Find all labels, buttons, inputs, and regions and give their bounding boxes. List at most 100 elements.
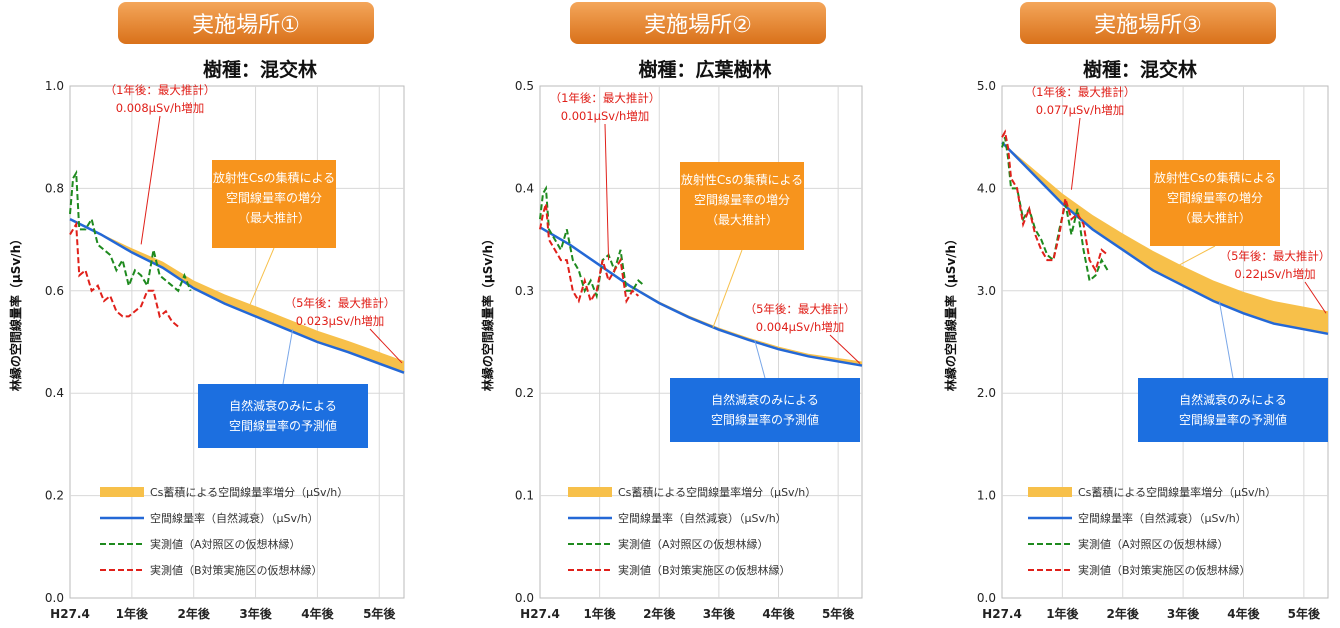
legend-label: 実測値（B対策実施区の仮想林縁） (618, 563, 791, 577)
band-callout-line: 放射性Csの集積による (213, 170, 335, 185)
legend-label: Cs蓄積による空間線量率増分（μSv/h） (150, 485, 348, 499)
band-box-leader (712, 249, 743, 328)
decay-callout-line: 自然減衰のみによる (711, 392, 819, 407)
legend-label: 実測値（A対照区の仮想林縁） (150, 537, 301, 551)
y-tick-label: 0.2 (45, 489, 64, 503)
y-tick-label: 0.0 (515, 591, 534, 605)
decay-callout-box (1138, 378, 1328, 442)
annotation-5yr-leader (369, 328, 403, 364)
x-tick-label: 1年後 (1046, 606, 1079, 621)
annotation-1yr-value: 0.001μSv/h増加 (561, 109, 650, 123)
x-tick-label: 4年後 (762, 606, 795, 621)
panel-site-2: 実施場所② 樹種：広葉樹林 0.0 0.1 0.2 0.3 0.4 0.5 H27.4 1年後 2年… (480, 2, 863, 621)
series-line-measured-a (69, 169, 192, 293)
panel-site-1: 実施場所① 樹種：混交林 0.0 0.2 0.4 0.6 0.8 1.0 H27.4 1年後 2年後… (8, 2, 405, 621)
site-banner-label: 実施場所② (644, 13, 752, 38)
legend-label: Cs蓄積による空間線量率増分（μSv/h） (1078, 485, 1276, 499)
legend-swatch-band (100, 487, 144, 497)
legend-label: 空間線量率（自然減衰）（μSv/h） (1078, 511, 1247, 525)
annotation-1yr-value: 0.008μSv/h増加 (116, 101, 205, 115)
annotation-5yr-value: 0.004μSv/h増加 (756, 320, 845, 334)
band-callout-line: 空間線量率の増分 (226, 190, 322, 205)
annotation-1yr-leader (604, 123, 610, 261)
annotation-5yr-leader (829, 334, 861, 364)
y-tick-label: 0.3 (515, 284, 534, 298)
decay-box-leader (754, 339, 766, 379)
y-tick-label: 0.0 (45, 591, 64, 605)
legend-label: 空間線量率（自然減衰）（μSv/h） (150, 511, 319, 525)
decay-callout-line: 空間線量率の予測値 (711, 412, 819, 427)
x-tick-label: H27.4 (982, 607, 1022, 621)
y-tick-label: 4.0 (977, 181, 996, 195)
x-tick-label: 2年後 (643, 606, 676, 621)
series-line-natural-decay (1001, 141, 1329, 336)
legend-label: 実測値（A対照区の仮想林縁） (1078, 537, 1229, 551)
y-tick-label: 0.2 (515, 386, 534, 400)
band-callout-box (680, 162, 804, 250)
x-tick-label: 5年後 (363, 606, 396, 621)
x-tick-label: 3年後 (1167, 606, 1200, 621)
decay-box-leader (1218, 300, 1234, 379)
annotation-1yr-leader (1070, 117, 1081, 190)
x-tick-label: 4年後 (1227, 606, 1260, 621)
x-tick-label: 2年後 (1107, 606, 1140, 621)
y-tick-label: 0.1 (515, 489, 534, 503)
series-line-measured-a (539, 185, 646, 300)
annotation-5yr-title: （5年後：最大推計） (745, 302, 856, 316)
y-tick-label: 0.6 (45, 284, 64, 298)
series-line-natural-decay (539, 226, 863, 367)
y-tick-label: 0.4 (515, 181, 534, 195)
annotation-1yr-title: （1年後：最大推計） (550, 91, 661, 105)
annotation-1yr-title: （1年後：最大推計） (1025, 85, 1136, 99)
y-tick-label: 0.0 (977, 591, 996, 605)
panel-site-3: 実施場所③ 樹種：混交林 0.0 1.0 2.0 3.0 4.0 5.0 H27.4 1年後 2年後… (943, 2, 1330, 621)
legend-label: 実測値（A対照区の仮想林縁） (618, 537, 769, 551)
annotation-5yr-title: （5年後：最大推計） (1220, 249, 1331, 263)
y-tick-label: 0.5 (515, 79, 534, 93)
legend-label: Cs蓄積による空間線量率増分（μSv/h） (618, 485, 816, 499)
y-tick-label: 3.0 (977, 284, 996, 298)
chart-title: 樹種：混交林 (1083, 58, 1197, 81)
y-tick-label: 1.0 (977, 489, 996, 503)
band-callout-line: （最大推計） (706, 212, 778, 227)
y-tick-label: 0.4 (45, 386, 64, 400)
y-axis-label: 林縁の空間線量率（μSv/h） (8, 233, 23, 391)
chart-title: 樹種：混交林 (203, 58, 317, 81)
annotation-5yr-value: 0.023μSv/h増加 (296, 314, 385, 328)
decay-callout-line: 自然減衰のみによる (229, 398, 337, 413)
legend-label: 実測値（B対策実施区の仮想林縁） (150, 563, 323, 577)
x-tick-label: 1年後 (583, 606, 616, 621)
x-tick-label: 4年後 (301, 606, 334, 621)
series-line-measured-b (539, 203, 640, 305)
band-callout-line: （最大推計） (1179, 210, 1251, 225)
x-tick-label: 2年後 (178, 606, 211, 621)
site-banner-label: 実施場所③ (1094, 13, 1202, 38)
annotation-5yr-leader (1304, 281, 1327, 314)
y-tick-label: 1.0 (45, 79, 64, 93)
band-callout-box (1150, 160, 1280, 246)
series-line-natural-decay (69, 218, 405, 374)
x-tick-label: H27.4 (520, 607, 560, 621)
y-axis-label: 林縁の空間線量率（μSv/h） (480, 233, 495, 391)
decay-callout-box (198, 384, 368, 448)
legend-swatch-band (1028, 487, 1072, 497)
band-callout-box (212, 160, 336, 248)
decay-callout-line: 空間線量率の予測値 (1179, 412, 1287, 427)
annotation-1yr-title: （1年後：最大推計） (105, 83, 216, 97)
site-banner (570, 2, 826, 44)
band-callout-line: 放射性Csの集積による (1154, 170, 1276, 185)
decay-callout-line: 空間線量率の予測値 (229, 418, 337, 433)
series-line-measured-b (1001, 129, 1109, 273)
y-tick-label: 5.0 (977, 79, 996, 93)
x-tick-label: 1年後 (116, 606, 149, 621)
site-banner (118, 2, 374, 44)
decay-callout-box (670, 378, 860, 442)
series-line-measured-a (1001, 136, 1109, 283)
site-banner (1020, 2, 1276, 44)
x-tick-label: 3年後 (703, 606, 736, 621)
band-box-leader (248, 247, 275, 307)
site-banner-label: 実施場所① (192, 13, 300, 38)
band-callout-line: 空間線量率の増分 (1167, 190, 1263, 205)
y-tick-label: 2.0 (977, 386, 996, 400)
